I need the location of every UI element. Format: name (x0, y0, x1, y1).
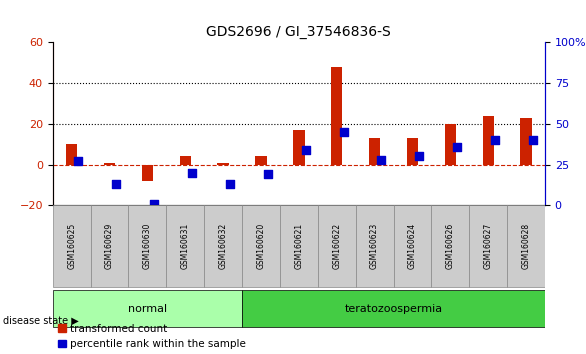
Text: GSM160628: GSM160628 (522, 223, 530, 269)
Bar (407, 138, 418, 165)
Text: GSM160627: GSM160627 (483, 223, 493, 269)
Text: GSM160632: GSM160632 (219, 223, 227, 269)
Bar (255, 156, 267, 165)
Point (149, 201, 159, 206)
Point (377, 157, 386, 162)
Text: GSM160626: GSM160626 (446, 223, 455, 269)
Text: GSM160624: GSM160624 (408, 223, 417, 269)
Text: GSM160629: GSM160629 (105, 223, 114, 269)
Text: GSM160623: GSM160623 (370, 223, 379, 269)
Bar (66, 144, 77, 165)
Text: GSM160621: GSM160621 (294, 223, 304, 269)
Bar (217, 162, 229, 165)
Legend: transformed count, percentile rank within the sample: transformed count, percentile rank withi… (58, 324, 246, 349)
Bar (369, 138, 380, 165)
Text: GSM160630: GSM160630 (143, 223, 152, 269)
Bar (91, 205, 128, 287)
Bar (142, 165, 153, 181)
Bar (204, 205, 242, 287)
Bar (469, 205, 507, 287)
Text: disease state ▶: disease state ▶ (3, 315, 79, 325)
Bar (179, 156, 191, 165)
Point (188, 170, 197, 176)
Point (263, 172, 272, 177)
Bar (293, 130, 305, 165)
Bar (242, 290, 545, 327)
Point (339, 129, 348, 135)
Point (112, 181, 121, 187)
Text: GSM160622: GSM160622 (332, 223, 341, 269)
Bar (520, 118, 532, 165)
Bar (280, 205, 318, 287)
Text: GSM160625: GSM160625 (67, 223, 76, 269)
Text: normal: normal (128, 304, 167, 314)
Bar (53, 205, 91, 287)
Bar (394, 205, 431, 287)
Bar (242, 205, 280, 287)
Text: GSM160620: GSM160620 (257, 223, 265, 269)
Point (301, 147, 311, 153)
Bar (331, 67, 342, 165)
Bar (482, 116, 494, 165)
Point (414, 154, 424, 159)
Bar (104, 162, 115, 165)
Point (225, 181, 234, 187)
Bar (53, 290, 242, 327)
Bar (445, 124, 456, 165)
Bar (507, 205, 545, 287)
Bar (318, 205, 356, 287)
Point (452, 144, 462, 149)
Point (490, 137, 500, 143)
Text: teratozoospermia: teratozoospermia (345, 304, 442, 314)
Bar (431, 205, 469, 287)
Bar (166, 205, 204, 287)
Point (74, 159, 83, 164)
Text: GSM160631: GSM160631 (180, 223, 190, 269)
Title: GDS2696 / GI_37546836-S: GDS2696 / GI_37546836-S (206, 25, 391, 39)
Bar (128, 205, 166, 287)
Point (528, 137, 537, 143)
Bar (356, 205, 394, 287)
